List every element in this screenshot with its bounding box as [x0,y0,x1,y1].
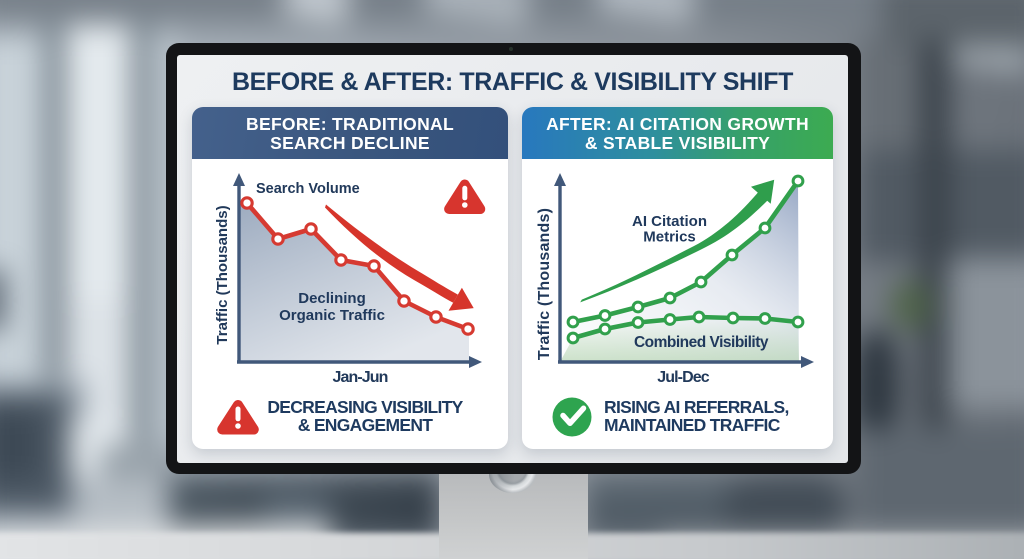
svg-text:Metrics: Metrics [643,229,696,246]
svg-text:Jan-Jun: Jan-Jun [332,369,387,386]
svg-text:Traffic (Thousands): Traffic (Thousands) [214,205,231,344]
svg-text:Traffic (Thousands): Traffic (Thousands) [536,208,553,360]
svg-text:Search Volume: Search Volume [256,181,360,197]
svg-text:Jul-Dec: Jul-Dec [657,369,709,386]
svg-text:Declining: Declining [298,290,366,307]
svg-text:Combined Visibility: Combined Visibility [634,334,769,351]
svg-text:AI Citation: AI Citation [632,213,707,230]
svg-text:Organic Traffic: Organic Traffic [279,307,385,324]
